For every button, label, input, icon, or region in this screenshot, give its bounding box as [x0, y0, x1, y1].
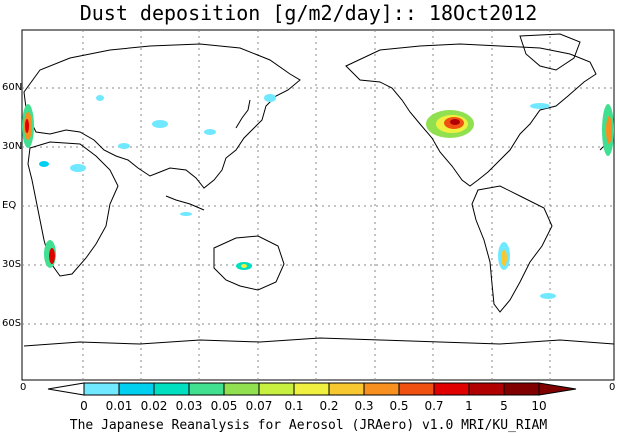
- colorbar-low-arrow: [47, 382, 85, 396]
- colorbar-tick-label: 0.3: [354, 399, 373, 413]
- grid-lines: [22, 30, 614, 380]
- greenland-outline: [519, 33, 581, 71]
- axis-start-label: 0: [20, 382, 27, 393]
- lat-label-30n: 30N: [2, 141, 23, 152]
- colorbar-swatch: [503, 382, 540, 396]
- colorbar-tick-label: 0: [80, 399, 88, 413]
- map-title: Dust deposition [g/m2/day]:: 18Oct2012: [79, 1, 538, 25]
- colorbar-swatch: [398, 382, 435, 396]
- lat-label-60s: 60S: [2, 318, 22, 329]
- colorbar-swatch: [433, 382, 470, 396]
- colorbar-tick-label: 1: [465, 399, 473, 413]
- colorbar-swatch: [153, 382, 190, 396]
- lat-label-eq: EQ: [2, 200, 17, 211]
- colorbar-tick-label: 0.5: [389, 399, 408, 413]
- colorbar-swatch: [118, 382, 155, 396]
- credit-text: The Japanese Reanalysis for Aerosol (JRA…: [69, 418, 548, 433]
- colorbar-tick-label: 0.01: [106, 399, 133, 413]
- dust-patches: [22, 94, 614, 299]
- colorbar-swatch: [293, 382, 330, 396]
- africa-outline: [27, 141, 119, 277]
- antarctica-outline: [23, 337, 615, 347]
- colorbar-swatch: [468, 382, 505, 396]
- colorbar-high-arrow: [538, 382, 577, 396]
- colorbar-swatch: [258, 382, 295, 396]
- colorbar-tick-label: 0.02: [141, 399, 168, 413]
- colorbar-tick-label: 5: [500, 399, 508, 413]
- coastlines: [23, 33, 615, 347]
- south-america-outline: [471, 185, 553, 313]
- colorbar-tick-label: 10: [531, 399, 546, 413]
- colorbar-swatch: [363, 382, 400, 396]
- colorbar-tick-label: 0.05: [211, 399, 238, 413]
- colorbar-swatch: [83, 382, 120, 396]
- colorbar-swatch: [188, 382, 225, 396]
- axis-end-label: 0: [609, 382, 616, 393]
- colorbar-tick-label: 0.2: [319, 399, 338, 413]
- australia-outline: [213, 235, 285, 291]
- colorbar-swatch: [328, 382, 365, 396]
- map-frame: [21, 29, 615, 381]
- colorbar-tick-label: 0.7: [424, 399, 443, 413]
- eurasia-outline: [23, 43, 301, 189]
- north-america-outline: [345, 43, 597, 187]
- japan-outline: [235, 99, 251, 129]
- colorbar-tick-label: 0.1: [284, 399, 303, 413]
- colorbar-tick-label: 0.07: [246, 399, 273, 413]
- colorbar-swatch: [223, 382, 260, 396]
- lat-label-60n: 60N: [2, 82, 23, 93]
- indonesia-outline: [165, 195, 205, 211]
- colorbar: [47, 382, 577, 396]
- lat-label-30s: 30S: [2, 259, 22, 270]
- colorbar-tick-label: 0.03: [176, 399, 203, 413]
